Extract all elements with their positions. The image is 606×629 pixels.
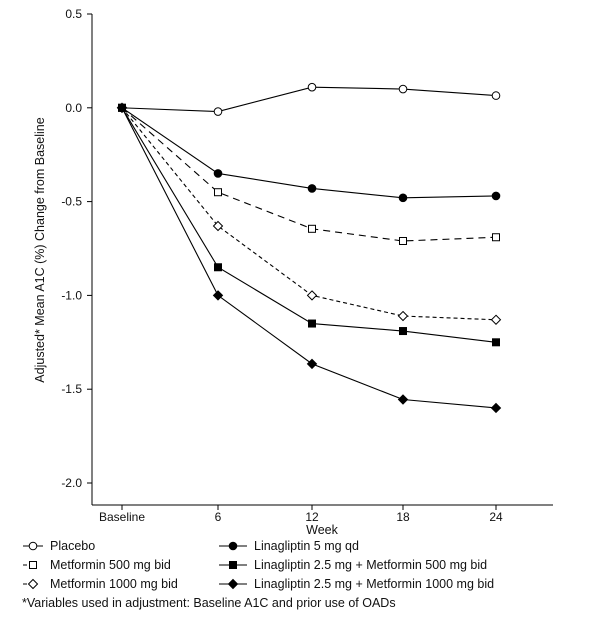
series-line (121, 107, 497, 321)
y-tick-label: 0.5 (65, 7, 82, 21)
data-point-circle (398, 193, 408, 203)
data-point-circle (213, 107, 223, 116)
y-tick-label: 0.0 (65, 101, 82, 115)
data-point-square (308, 319, 316, 328)
y-tick-label: -1.0 (61, 288, 82, 302)
x-tick-label: 18 (396, 510, 410, 524)
data-point-circle (398, 84, 408, 94)
data-point-circle (28, 541, 38, 551)
x-tick-label: 6 (215, 510, 222, 524)
y-axis-label: Adjusted* Mean A1C (%) Change from Basel… (33, 117, 47, 382)
series-2 (116, 102, 502, 325)
data-point-diamond (27, 578, 39, 590)
footnote: *Variables used in adjustment: Baseline … (22, 596, 396, 610)
data-point-circle (213, 169, 223, 178)
data-point-square (29, 561, 37, 569)
legend-swatch (23, 561, 43, 569)
data-point-diamond (116, 102, 128, 114)
data-point-diamond (397, 394, 409, 405)
data-point-diamond (227, 578, 239, 590)
plot-area: 0.5 0.0 -0.5 -1.0 -1.5 -2.0 Baseline 6 12 18 24 Wee… (33, 7, 553, 537)
legend-item: Metformin 500 mg bid (22, 558, 171, 572)
data-point-square (308, 224, 316, 233)
data-point-circle (307, 184, 317, 193)
data-point-circle (491, 191, 501, 201)
data-point-diamond (490, 314, 502, 325)
data-point-square (492, 233, 500, 242)
legend-swatch (219, 541, 247, 551)
data-point-circle (491, 91, 501, 100)
legend-swatch (219, 561, 247, 569)
legend-item: Metformin 1000 mg bid (22, 577, 178, 591)
series-line (121, 86, 497, 113)
legend-label: Metformin 500 mg bid (50, 558, 171, 572)
legend-item: Linagliptin 5 mg qd (218, 539, 359, 553)
x-tick-label: 24 (489, 510, 503, 524)
data-point-diamond (212, 290, 224, 301)
series-line (121, 107, 497, 242)
series-5 (116, 102, 502, 414)
data-point-diamond (306, 290, 318, 301)
data-point-square (214, 263, 222, 272)
legend-item: Linagliptin 2.5 mg + Metformin 1000 mg b… (218, 577, 494, 591)
legend-swatch (219, 578, 247, 590)
legend-swatch (23, 541, 43, 551)
x-axis-label: Week (306, 523, 338, 537)
legend-swatch (23, 578, 43, 590)
series-line (121, 107, 497, 199)
data-point-diamond (490, 402, 502, 414)
legend-item: Linagliptin 2.5 mg + Metformin 500 mg bi… (218, 558, 487, 572)
legend-label: Linagliptin 5 mg qd (254, 539, 359, 553)
data-point-square (399, 327, 407, 336)
x-tick-label: 12 (305, 510, 319, 524)
y-tick-label: -2.0 (61, 476, 82, 490)
data-point-square (214, 188, 222, 197)
y-tick-label: -0.5 (61, 195, 82, 209)
data-point-square (399, 236, 407, 245)
legend-label: Linagliptin 2.5 mg + Metformin 500 mg bi… (254, 558, 488, 572)
data-point-circle (307, 82, 317, 92)
legend-label: Metformin 1000 mg bid (50, 577, 178, 591)
data-point-circle (228, 541, 238, 551)
series-0 (117, 82, 501, 116)
x-tick-label: Baseline (99, 510, 145, 524)
data-point-diamond (397, 310, 409, 322)
legend-label: Placebo (50, 539, 96, 553)
data-point-diamond (306, 358, 318, 370)
legend-item: Placebo (22, 539, 95, 553)
series-3 (117, 103, 501, 203)
data-point-square (492, 338, 500, 347)
legend-label: Linagliptin 2.5 mg + Metformin 1000 mg b… (254, 577, 495, 591)
data-point-square (229, 561, 237, 569)
data-point-diamond (212, 220, 224, 232)
y-tick-label: -1.5 (61, 382, 82, 396)
